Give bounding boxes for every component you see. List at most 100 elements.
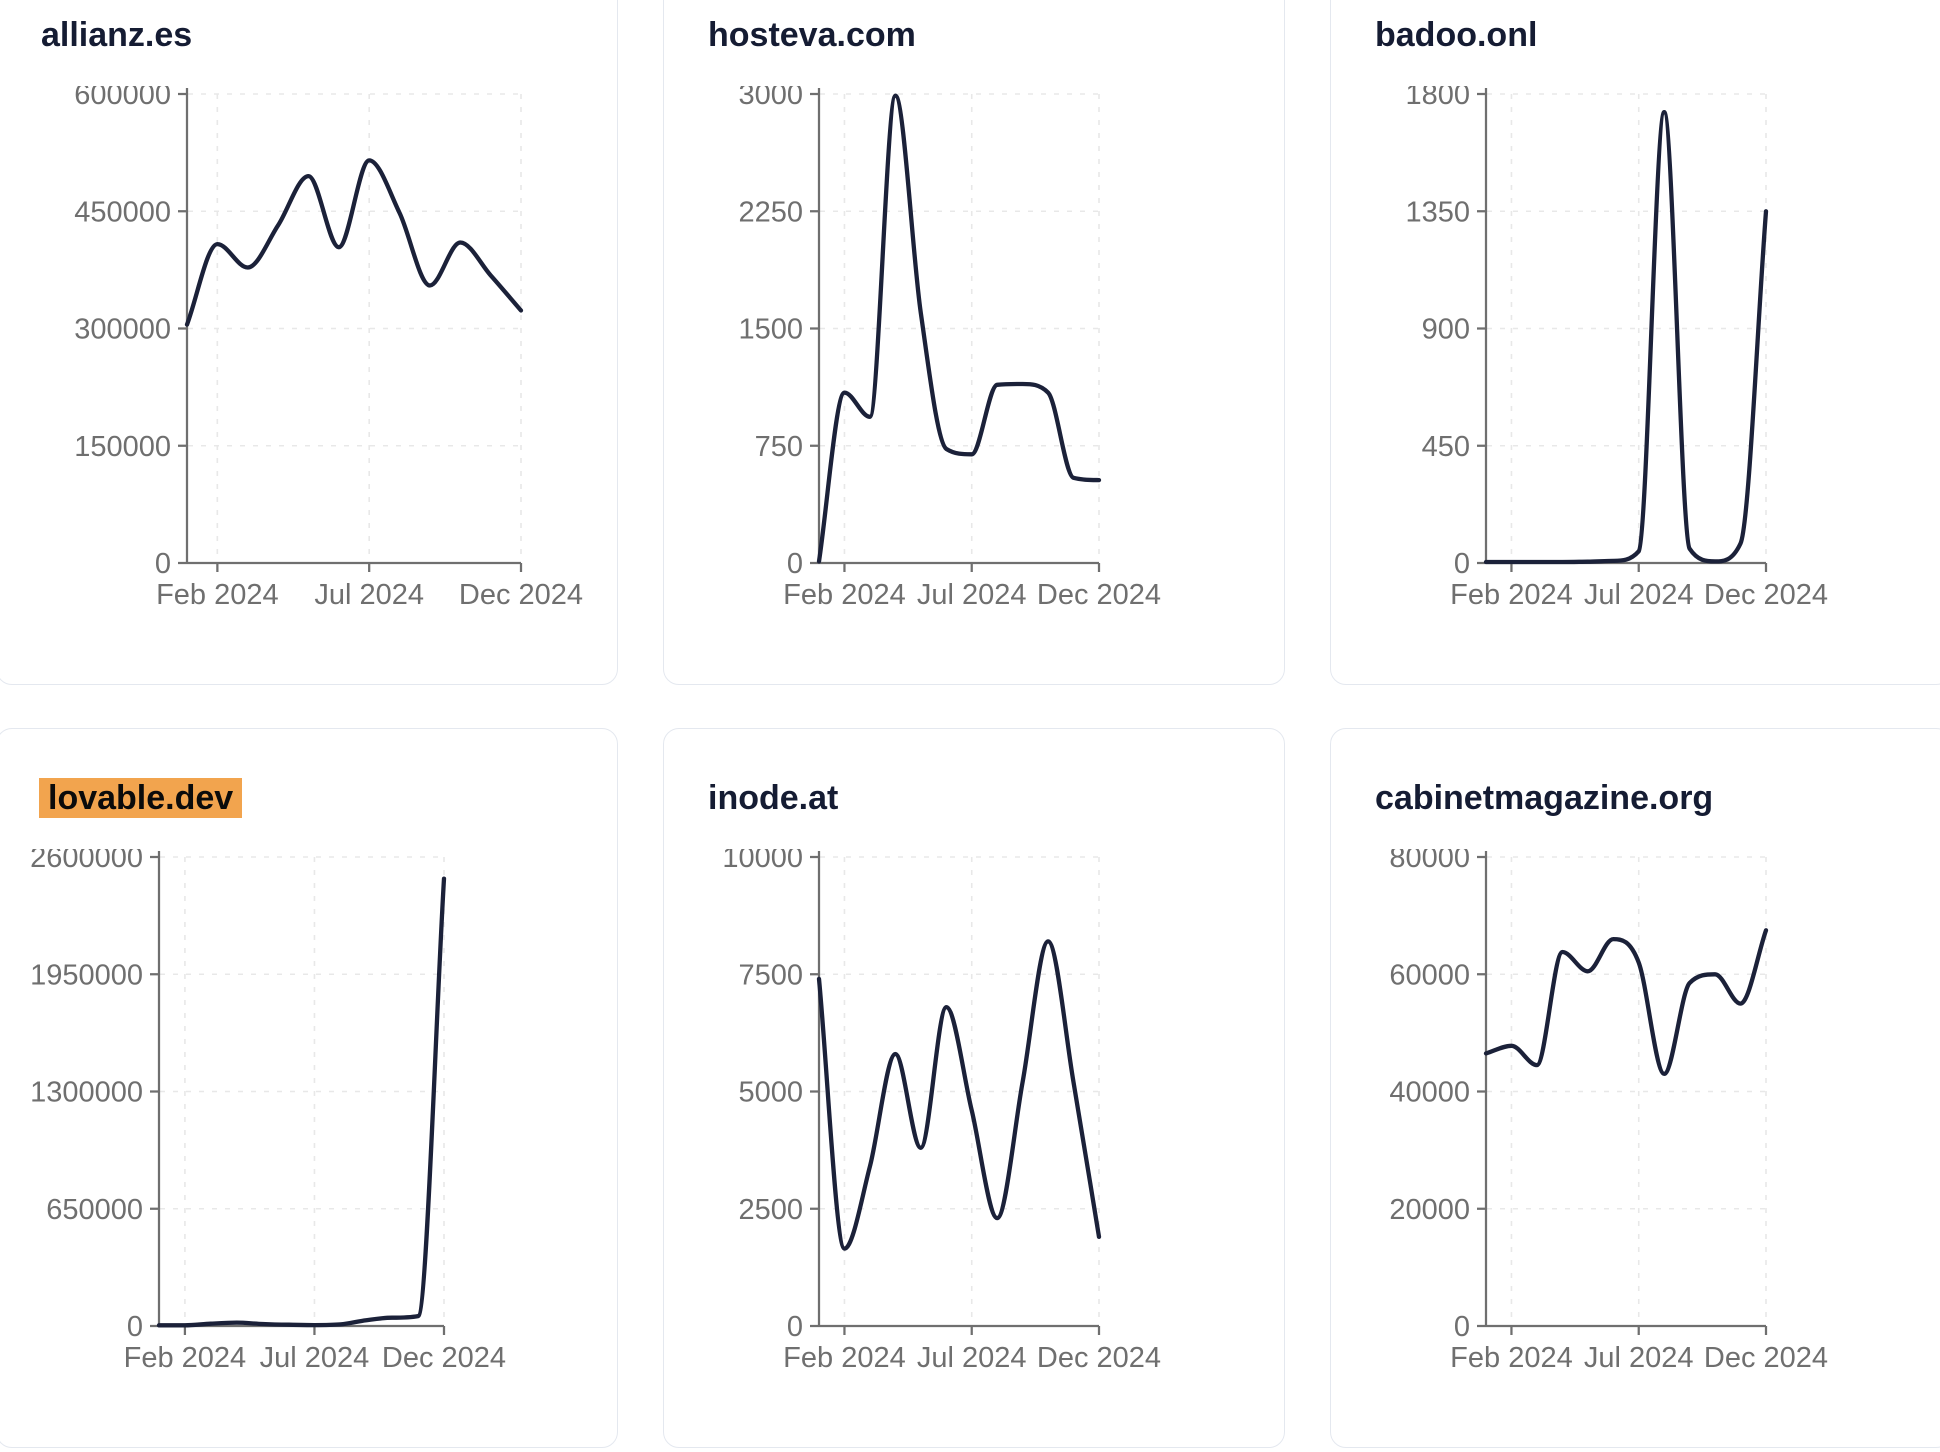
y-tick-label: 2250 (738, 196, 803, 228)
x-tick-labels: Feb 2024 Jul 2024 Dec 2024 (124, 1342, 506, 1374)
x-tick-label: Dec 2024 (1037, 1342, 1161, 1374)
axes (1477, 851, 1768, 1335)
chart-card-cabinetmagazine: cabinetmagazine.org 0 20000 40000 60000 8000… (1330, 728, 1940, 1448)
y-tick-label: 0 (155, 548, 171, 580)
chart-title: badoo.onl (1373, 14, 1539, 56)
x-tick-labels: Feb 2024 Jul 2024 Dec 2024 (1450, 579, 1828, 611)
y-tick-label: 80000 (1389, 849, 1470, 874)
gridlines (1487, 93, 1767, 562)
x-tick-labels: Feb 2024 Jul 2024 Dec 2024 (1450, 1342, 1828, 1374)
y-tick-label: 650000 (46, 1194, 143, 1226)
x-tick-label: Dec 2024 (459, 579, 583, 611)
y-tick-labels: 0 750 1500 2250 3000 (738, 86, 803, 580)
y-tick-label: 150000 (74, 431, 171, 463)
y-tick-label: 5000 (738, 1077, 803, 1109)
trend-line (816, 939, 1102, 1251)
y-tick-label: 0 (1454, 1311, 1470, 1343)
gridlines (160, 856, 445, 1325)
x-tick-label: Dec 2024 (1704, 579, 1828, 611)
gridlines (820, 93, 1100, 562)
y-tick-label: 10000 (722, 849, 803, 874)
chart-title: cabinetmagazine.org (1373, 777, 1715, 819)
x-tick-label: Feb 2024 (783, 579, 906, 611)
chart-card-badoo: badoo.onl 0 450 900 1350 1800 Feb 2024 Jul 202… (1330, 0, 1940, 685)
y-tick-labels: 0 2500 5000 7500 10000 (722, 849, 803, 1343)
y-tick-label: 3000 (738, 86, 803, 111)
y-tick-labels: 0 450 900 1350 1800 (1405, 86, 1470, 580)
chart-title: inode.at (706, 777, 840, 819)
domain-title-inode[interactable]: inode.at (708, 779, 839, 817)
x-tick-label: Jul 2024 (314, 579, 424, 611)
x-tick-label: Dec 2024 (1704, 1342, 1828, 1374)
y-tick-label: 1350 (1405, 196, 1470, 228)
y-tick-label: 0 (787, 548, 803, 580)
x-tick-label: Jul 2024 (1584, 1342, 1694, 1374)
y-tick-label: 2600000 (30, 849, 143, 874)
y-tick-labels: 0 150000 300000 450000 600000 (74, 86, 171, 580)
y-tick-label: 1500 (738, 314, 803, 346)
y-tick-label: 7500 (738, 959, 803, 991)
trend-line (1483, 928, 1769, 1077)
line-chart-hosteva: 0 750 1500 2250 3000 Feb 2024 Jul 2024 Dec 2024 (738, 86, 1161, 611)
y-tick-label: 450000 (74, 196, 171, 228)
axes (150, 851, 446, 1335)
y-tick-label: 0 (127, 1311, 143, 1343)
y-tick-labels: 0 20000 40000 60000 80000 (1389, 849, 1470, 1343)
axes (1477, 88, 1768, 572)
x-tick-label: Feb 2024 (1450, 1342, 1573, 1374)
y-tick-label: 900 (1422, 314, 1470, 346)
line-chart-cabinetmagazine: 0 20000 40000 60000 80000 Feb 2024 Jul 2024 Dec… (1389, 849, 1828, 1374)
y-tick-label: 40000 (1389, 1077, 1470, 1109)
trend-line (1483, 110, 1769, 565)
domain-title-lovable[interactable]: lovable.dev (39, 778, 243, 818)
x-tick-label: Dec 2024 (382, 1342, 506, 1374)
chart-card-allianz: allianz.es 0 150000 300000 450000 600000 Feb … (0, 0, 618, 685)
chart-title: allianz.es (39, 14, 194, 56)
y-tick-label: 0 (787, 1311, 803, 1343)
y-tick-label: 20000 (1389, 1194, 1470, 1226)
y-tick-label: 750 (755, 431, 803, 463)
x-tick-labels: Feb 2024 Jul 2024 Dec 2024 (783, 579, 1161, 611)
chart-card-hosteva: hosteva.com 0 750 1500 2250 3000 Feb 2024 Jul … (663, 0, 1285, 685)
x-tick-labels: Feb 2024 Jul 2024 Dec 2024 (156, 579, 583, 611)
y-tick-label: 2500 (738, 1194, 803, 1226)
chart-title: hosteva.com (706, 14, 918, 56)
y-tick-label: 300000 (74, 314, 171, 346)
trend-line (184, 158, 524, 327)
y-tick-labels: 0 650000 1300000 1950000 2600000 (30, 849, 143, 1343)
y-tick-label: 1950000 (30, 959, 143, 991)
chart-card-lovable: lovable.dev 0 650000 1300000 1950000 2600000… (0, 728, 618, 1448)
trend-line (816, 93, 1102, 564)
line-chart-allianz: 0 150000 300000 450000 600000 Feb 2024 Jul 202… (74, 86, 583, 611)
axes (810, 88, 1101, 572)
y-tick-label: 60000 (1389, 959, 1470, 991)
x-tick-label: Feb 2024 (1450, 579, 1573, 611)
line-chart-inode: 0 2500 5000 7500 10000 Feb 2024 Jul 2024 Dec 20… (722, 849, 1161, 1374)
axes (178, 88, 523, 572)
axes (810, 851, 1101, 1335)
domain-title-badoo[interactable]: badoo.onl (1375, 16, 1538, 54)
x-tick-label: Feb 2024 (124, 1342, 247, 1374)
gridlines (1487, 856, 1767, 1325)
x-tick-label: Feb 2024 (783, 1342, 906, 1374)
y-tick-label: 600000 (74, 86, 171, 111)
chart-card-inode: inode.at 0 2500 5000 7500 10000 Feb 2024 Jul 2… (663, 728, 1285, 1448)
domain-title-cabinetmagazine[interactable]: cabinetmagazine.org (1375, 779, 1714, 817)
domain-title-allianz[interactable]: allianz.es (41, 16, 193, 54)
domain-title-hosteva[interactable]: hosteva.com (708, 16, 916, 54)
x-tick-labels: Feb 2024 Jul 2024 Dec 2024 (783, 1342, 1161, 1374)
line-chart-badoo: 0 450 900 1350 1800 Feb 2024 Jul 2024 Dec 2024 (1405, 86, 1828, 611)
x-tick-label: Jul 2024 (917, 579, 1027, 611)
y-tick-label: 0 (1454, 548, 1470, 580)
y-tick-label: 1300000 (30, 1077, 143, 1109)
gridlines (820, 856, 1100, 1325)
x-tick-label: Dec 2024 (1037, 579, 1161, 611)
line-chart-lovable: 0 650000 1300000 1950000 2600000 Feb 2024 Jul … (30, 849, 506, 1374)
x-tick-label: Feb 2024 (156, 579, 279, 611)
x-tick-label: Jul 2024 (260, 1342, 370, 1374)
x-tick-label: Jul 2024 (1584, 579, 1694, 611)
y-tick-label: 1800 (1405, 86, 1470, 111)
chart-title: lovable.dev (39, 777, 243, 819)
gridlines (188, 93, 522, 562)
